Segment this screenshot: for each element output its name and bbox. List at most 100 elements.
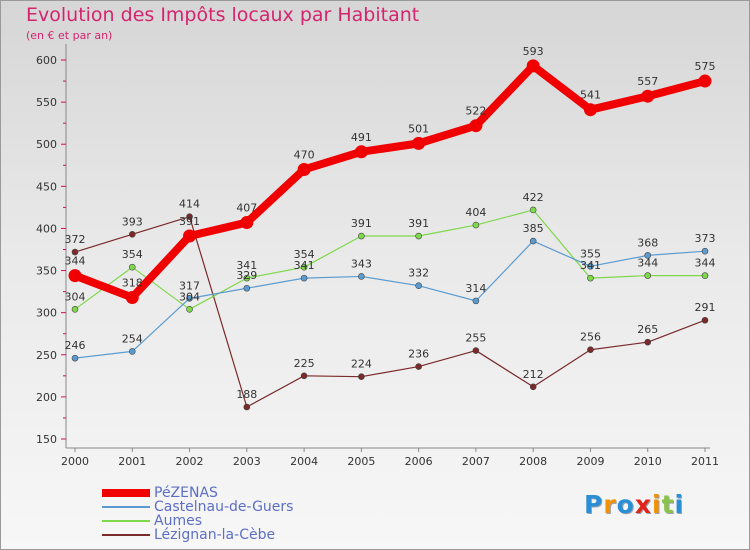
- data-point: [186, 295, 193, 302]
- data-point: [128, 231, 136, 238]
- series-line-p-zenas: [71, 61, 709, 302]
- data-point: [526, 59, 540, 73]
- data-point: [529, 206, 537, 214]
- data-label: 354: [294, 248, 315, 261]
- data-label: 393: [122, 215, 143, 228]
- data-point: [243, 403, 251, 411]
- x-tick-label: 2008: [519, 455, 547, 468]
- data-label: 541: [580, 89, 601, 102]
- legend-item: Lézignan-la-Cèbe: [102, 527, 402, 543]
- data-label: 404: [465, 206, 486, 219]
- data-label: 414: [179, 198, 200, 211]
- data-label: 291: [695, 301, 716, 314]
- chart-subtitle: (en € et par an): [26, 29, 113, 42]
- data-point: [415, 232, 422, 240]
- x-tick-label: 2007: [462, 455, 490, 468]
- data-label: 407: [236, 202, 257, 215]
- data-label: 501: [408, 122, 429, 135]
- legend-swatch: [102, 489, 150, 497]
- legend-item: Aumes: [102, 513, 402, 529]
- legend-label: Aumes: [154, 513, 202, 529]
- legend-label: Lézignan-la-Cèbe: [154, 527, 276, 543]
- data-point: [412, 136, 426, 150]
- data-label: 212: [523, 368, 544, 381]
- data-point: [243, 284, 251, 292]
- x-tick-label: 2000: [61, 455, 89, 468]
- data-label: 317: [179, 279, 200, 292]
- data-point: [71, 354, 79, 362]
- y-tick-label: 450: [36, 180, 57, 193]
- data-point: [300, 263, 308, 271]
- data-point: [128, 263, 136, 271]
- y-tick-label: 400: [36, 222, 57, 235]
- y-tick-label: 550: [36, 96, 57, 109]
- legend-label: Castelnau-de-Guers: [154, 499, 294, 515]
- y-tick-label: 600: [36, 54, 57, 67]
- legend-swatch: [102, 520, 150, 522]
- data-point: [71, 248, 79, 256]
- data-label: 491: [351, 131, 372, 144]
- data-label: 391: [179, 215, 200, 228]
- data-label: 255: [465, 332, 486, 345]
- data-label: 236: [408, 348, 429, 361]
- data-point: [587, 263, 594, 270]
- data-label: 385: [523, 222, 544, 235]
- data-point: [529, 383, 537, 391]
- data-label: 522: [465, 105, 486, 118]
- brand-letter: i: [652, 490, 662, 519]
- data-point: [529, 237, 537, 245]
- data-label: 355: [580, 247, 601, 260]
- brand-letter: i: [674, 490, 685, 519]
- data-label: 344: [637, 257, 658, 270]
- data-point: [358, 232, 365, 240]
- data-label: 341: [580, 259, 601, 272]
- chart-title: Evolution des Impôts locaux par Habitant: [26, 4, 420, 26]
- x-tick-label: 2004: [290, 455, 318, 468]
- data-point: [240, 216, 254, 230]
- y-tick-label: 500: [36, 138, 57, 151]
- brand-letter: x: [634, 490, 652, 519]
- data-point: [183, 229, 197, 243]
- data-label: 343: [351, 257, 372, 270]
- data-label: 575: [695, 60, 716, 73]
- data-label: 373: [695, 232, 716, 245]
- data-point: [701, 316, 709, 324]
- data-point: [415, 282, 422, 290]
- data-point: [587, 346, 594, 354]
- brand-letter: o: [616, 490, 635, 519]
- x-tick-label: 2006: [405, 455, 433, 468]
- data-point: [469, 119, 483, 133]
- x-tick-label: 2003: [233, 455, 261, 468]
- data-point: [300, 372, 308, 380]
- x-tick-label: 2011: [691, 455, 719, 468]
- data-point: [415, 363, 422, 370]
- data-label: 224: [351, 358, 372, 371]
- brand-letter: r: [603, 490, 617, 519]
- data-label: 341: [294, 259, 315, 272]
- data-label: 246: [65, 339, 86, 352]
- data-label: 372: [65, 233, 86, 246]
- data-label: 318: [122, 277, 143, 290]
- data-point: [644, 252, 652, 259]
- data-point: [186, 305, 193, 313]
- chart-legend: PéZENAS Castelnau-de-Guers Aumes Lézignan-l…: [102, 485, 402, 543]
- data-point: [358, 273, 365, 280]
- y-tick-label: 150: [36, 433, 57, 446]
- data-label: 304: [65, 290, 86, 303]
- data-point: [125, 291, 139, 305]
- data-label: 254: [122, 332, 143, 345]
- y-tick-label: 300: [36, 307, 57, 320]
- x-tick-label: 2010: [634, 455, 662, 468]
- data-point: [297, 162, 311, 176]
- legend-swatch: [102, 506, 150, 508]
- data-point: [71, 305, 79, 313]
- y-tick-label: 250: [36, 349, 57, 362]
- data-point: [128, 348, 136, 355]
- x-tick-label: 2002: [176, 455, 204, 468]
- data-point: [644, 338, 652, 346]
- x-tick-label: 2009: [576, 455, 604, 468]
- y-tick-label: 350: [36, 265, 57, 278]
- data-label: 391: [408, 217, 429, 230]
